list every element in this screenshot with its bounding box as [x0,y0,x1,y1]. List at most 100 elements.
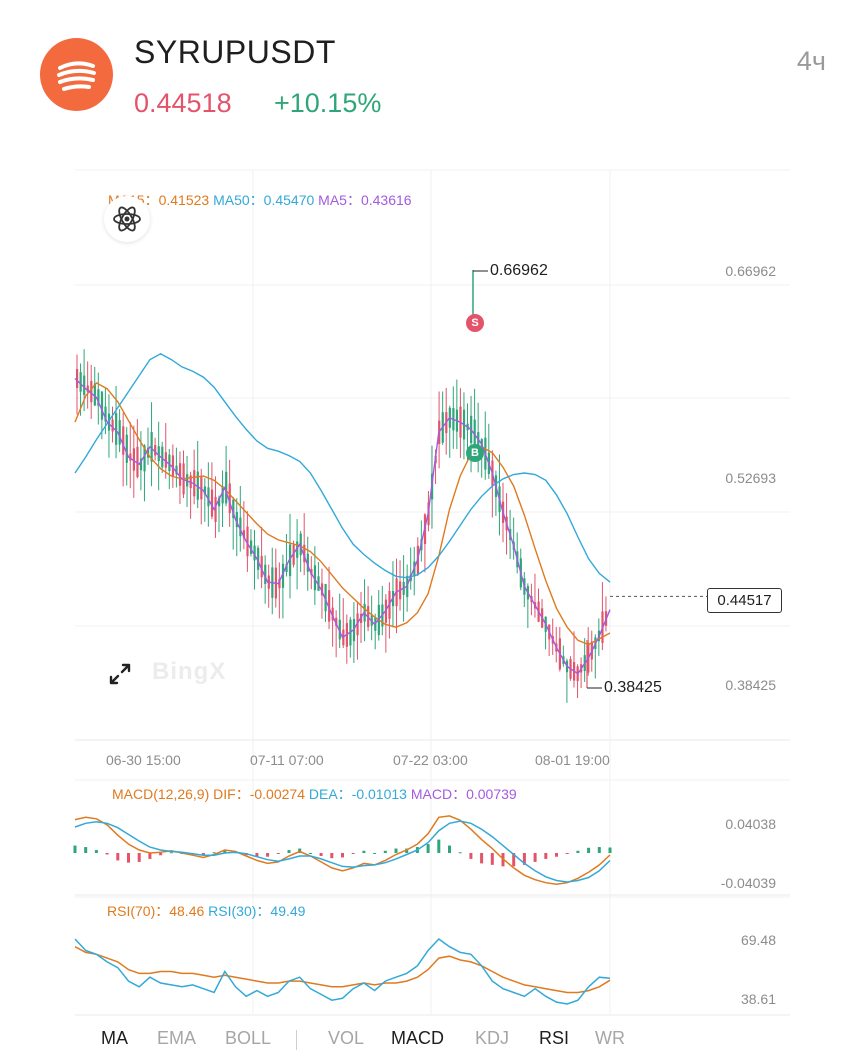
candle-body [157,446,160,462]
candle-body [292,545,295,565]
candle-body [235,512,238,528]
ma5-label: MA5： [318,192,361,208]
candle-body [76,369,79,389]
macd-label: MACD： [410,786,467,802]
rsi30-value: 49.49 [270,903,306,919]
macd-histogram-bar [94,850,98,853]
candle-body [139,458,143,471]
rsi-y-tick-label: 38.61 [740,991,776,1007]
tab-vol[interactable]: VOL [328,1028,365,1048]
tab-macd[interactable]: MACD [391,1028,444,1048]
candle-body [218,498,221,507]
y-tick-label: 0.38425 [725,677,776,693]
macd-histogram-bar [148,852,152,859]
candle-body [331,607,334,621]
candle-body [125,434,128,463]
candle-body [200,476,203,500]
candle-body [242,530,246,539]
macd-histogram-bar [266,852,270,857]
candle-body [154,445,157,456]
series-dif-line [74,815,611,885]
candle-body [246,526,249,557]
candle-body [285,564,288,573]
macd-histogram-bar [212,852,216,854]
candle-body [90,380,93,403]
macd-histogram-bar [597,847,601,853]
ma50-value: 0.45470 [263,192,315,208]
macd-histogram-bar [84,847,88,853]
candle-body [175,465,178,475]
macd-histogram-bar [512,852,516,867]
candle-body [232,499,235,519]
candle-body [111,419,114,432]
candle-body [207,487,210,507]
macd-histogram-bar [608,847,612,853]
macd-histogram-bar [469,852,473,859]
macd-histogram-bar [276,852,280,854]
candle-body [115,413,118,445]
candle-body [317,576,320,591]
candle-body [264,564,267,584]
last-price: 0.44518 [134,88,232,118]
candle-body [86,385,89,392]
candle-body [104,406,107,422]
atom-icon [113,206,141,232]
buy-signal-marker[interactable]: B [466,444,484,462]
tab-rsi[interactable]: RSI [539,1028,570,1048]
x-tick-label: 06-30 15:00 [106,752,181,768]
rsi-y-tick-label: 69.48 [740,932,776,948]
candle-body [193,470,196,497]
macd-histogram-bar [201,852,205,856]
sell-signal-marker[interactable]: S [466,314,484,332]
candle-body [289,544,292,577]
macd-histogram-bar [341,852,344,858]
indicator-settings-button[interactable] [104,196,150,242]
candle-body [171,455,175,477]
tab-boll[interactable]: BOLL [225,1028,272,1048]
macd-histogram-bar [287,850,291,853]
candle-body [338,619,341,640]
series-rsi70-line [74,946,611,994]
macd-y-tick-label: -0.04039 [720,875,776,891]
macd-histogram-bar [362,850,366,853]
candle-body [324,583,327,612]
candle-body [147,447,150,458]
candle-body [257,547,260,570]
price-chart[interactable] [0,0,864,1020]
macd-histogram-bar [137,852,141,862]
interval-selector[interactable]: 4ч [796,46,826,76]
macd-histogram-bar [533,852,537,862]
macd-histogram-bar [437,839,441,853]
macd-histogram-bar [587,847,591,853]
tab-kdj[interactable]: KDJ [475,1028,510,1048]
series-ma5-line [74,377,611,675]
macd-histogram-bar [116,852,120,861]
macd-histogram-bar [308,852,312,854]
series-ma15-line [74,382,611,646]
tab-ma[interactable]: MA [101,1028,128,1048]
candle-body [168,454,171,472]
series-ma50-line [74,353,611,583]
macd-histogram-bar [159,852,163,856]
candle-body [79,372,82,392]
candle-body [310,568,313,575]
y-tick-label: 0.66962 [725,263,776,279]
ma50-label: MA50： [213,192,264,208]
tab-wr[interactable]: WR [595,1028,625,1048]
macd-value: 0.00739 [466,786,517,802]
candle-body [100,391,104,420]
macd-histogram-bar [480,852,484,864]
macd-histogram-bar [105,852,109,855]
expand-icon[interactable] [106,660,134,688]
high-price-label: 0.66962 [490,262,548,279]
candle-body [118,420,121,445]
candle-body [122,426,125,455]
tab-ema[interactable]: EMA [157,1028,197,1048]
rsi30-label: RSI(30)： [208,903,271,919]
series-dea-line [74,820,611,883]
candle-body [221,486,224,504]
candle-body [161,446,164,468]
macd-histogram-bar [351,852,355,854]
candle-body [278,578,281,589]
candle-body [143,445,146,472]
